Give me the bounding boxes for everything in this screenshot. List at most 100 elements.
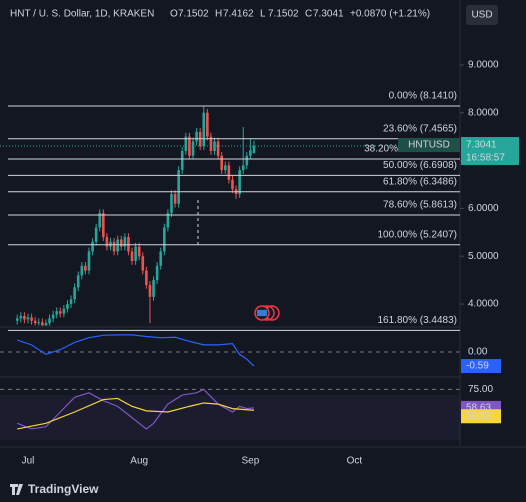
x-tick-label: Aug <box>130 456 148 467</box>
ohlc-letter: C <box>305 9 312 20</box>
currency-button[interactable] <box>466 5 498 25</box>
candle-body <box>15 318 19 321</box>
candle-body <box>119 239 123 247</box>
countdown: 16:58:57 <box>466 153 505 164</box>
candle-body <box>195 131 198 142</box>
candle-body <box>206 112 209 137</box>
candle-body <box>231 179 234 190</box>
price-value: 7.3041 <box>466 140 497 151</box>
panes <box>0 105 460 441</box>
brand: TradingView <box>10 482 99 496</box>
candle-body <box>94 227 98 242</box>
ohlc-letter: H <box>215 9 222 20</box>
candle-body <box>116 239 119 252</box>
fib-label: 78.60% (5.8613) <box>383 200 457 211</box>
candle-body <box>220 155 223 171</box>
fib-label: 61.80% (6.3486) <box>383 176 457 187</box>
last-value: 58.63 <box>466 403 491 414</box>
candle-body <box>62 308 66 314</box>
fib-label: 100.00% (5.2407) <box>377 229 457 240</box>
y-tick-label: 75.00 <box>468 384 493 395</box>
candle-body <box>159 251 163 266</box>
candle-body <box>33 320 37 324</box>
candle-body <box>163 227 166 252</box>
flag-icons <box>254 305 280 321</box>
candle-body <box>55 311 58 315</box>
indicator-line <box>17 397 255 430</box>
symbol-tag <box>398 138 460 153</box>
candle-body <box>23 316 26 320</box>
candle-body <box>58 311 62 314</box>
candle-body <box>191 141 195 156</box>
candle-body <box>105 237 109 247</box>
candle-body <box>177 170 180 204</box>
candle-body <box>216 141 220 156</box>
last-value-tag <box>461 359 501 374</box>
last-value: 56.53 <box>466 411 491 422</box>
ohlc-value: 7.4162 <box>223 9 254 20</box>
candle-body <box>245 155 249 166</box>
last-value-tag <box>461 409 501 424</box>
candle-body <box>134 246 137 261</box>
ohlc-value: 7.3041 <box>313 9 344 20</box>
candle-body <box>44 323 48 326</box>
currency-label[interactable]: USD <box>471 10 492 21</box>
candle-body <box>141 256 145 271</box>
fib-label: 0.00% (8.1410) <box>389 91 457 102</box>
candle-body <box>66 304 69 309</box>
candle-body <box>80 265 84 276</box>
candle-body <box>69 299 73 305</box>
candle-body <box>112 241 116 252</box>
fib-label: 38.20% <box>364 144 398 155</box>
last-value: -0.59 <box>466 361 489 372</box>
candle-body <box>252 146 256 154</box>
ohlc-letter: O <box>170 9 178 20</box>
x-tick-label: Jul <box>22 456 35 467</box>
candle-body <box>166 213 170 228</box>
ohlc-value: 7.1502 <box>178 9 209 20</box>
chart-title: HNT / U. S. Dollar, 1D, KRAKEN <box>10 9 154 20</box>
candle-body <box>137 246 141 257</box>
y-tick-label: 5.0000 <box>468 251 499 262</box>
y-tick-label: 6.0000 <box>468 203 499 214</box>
band-fill <box>0 395 460 441</box>
candle-body <box>152 280 155 297</box>
candle-body <box>170 194 173 214</box>
candle-body <box>26 317 30 320</box>
symbol-label: HNTUSD <box>408 140 450 151</box>
candle-body <box>123 237 127 247</box>
candle-body <box>173 194 177 204</box>
candle-body <box>184 136 188 151</box>
candle-body <box>102 213 105 238</box>
candle-body <box>48 318 51 324</box>
fib-label: 50.00% (6.6908) <box>383 160 457 171</box>
y-tick-label: 0.00 <box>468 347 488 358</box>
candle-body <box>145 270 148 285</box>
y-tick-label: 8.0000 <box>468 107 499 118</box>
candle-body <box>227 165 231 180</box>
x-tick-label: Oct <box>347 456 363 467</box>
indicator-line <box>17 334 255 367</box>
candle-body <box>98 213 102 228</box>
candle-body <box>148 284 152 297</box>
candle-body <box>180 151 184 171</box>
candle-body <box>202 112 206 147</box>
candle-body <box>130 251 134 261</box>
candle-body <box>238 170 241 195</box>
candle-body <box>91 241 94 252</box>
candle-body <box>73 287 76 300</box>
candle-body <box>41 322 44 326</box>
ohlc-letter: L <box>260 9 266 20</box>
candle-body <box>87 251 91 271</box>
fib-label: 161.80% (3.4483) <box>377 315 457 326</box>
candle-body <box>209 136 213 151</box>
candle-body <box>84 265 87 271</box>
candle-body <box>241 165 245 171</box>
candle-body <box>249 150 252 156</box>
candle-body <box>76 275 80 288</box>
ohlc-value: 7.1502 <box>268 9 299 20</box>
candle-body <box>51 314 55 319</box>
y-tick-label: 4.0000 <box>468 299 499 310</box>
